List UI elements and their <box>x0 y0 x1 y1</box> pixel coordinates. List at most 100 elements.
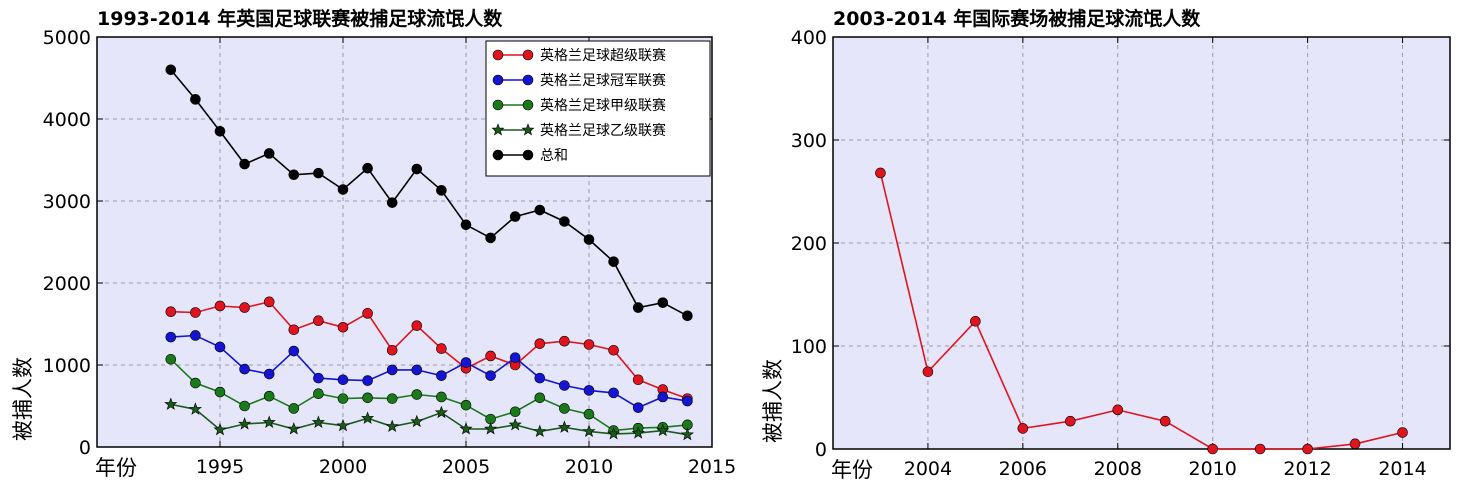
data-point <box>436 391 447 403</box>
series-line <box>170 334 688 409</box>
data-point <box>460 399 472 411</box>
y-tick-label: 100 <box>791 336 827 358</box>
y-tick-label: 5000 <box>43 27 91 49</box>
data-point <box>436 343 447 354</box>
data-point <box>263 390 275 402</box>
data-point <box>657 391 669 403</box>
data-point <box>411 163 423 175</box>
data-point <box>190 330 201 341</box>
data-point <box>460 357 472 368</box>
data-point <box>534 338 546 349</box>
legend-label: 英格兰足球冠军联赛 <box>540 72 666 89</box>
data-point <box>1159 415 1171 427</box>
data-point <box>608 256 619 267</box>
data-point <box>534 372 546 384</box>
data-point <box>337 321 349 333</box>
y-tick-label: 2000 <box>43 273 91 295</box>
legend-marker <box>492 99 504 111</box>
data-point <box>288 403 300 414</box>
legend-marker <box>522 49 534 61</box>
y-axis-label: 被捕人数 <box>761 359 785 443</box>
x-tick-label: 2006 <box>999 458 1047 480</box>
data-point <box>165 331 177 343</box>
data-point <box>336 418 350 432</box>
data-point <box>509 352 521 363</box>
data-point <box>459 422 473 435</box>
legend-marker <box>492 149 504 161</box>
data-point <box>386 344 398 356</box>
data-point <box>238 417 252 430</box>
data-point <box>263 296 275 308</box>
legend-label: 英格兰足球超级联赛 <box>540 47 666 64</box>
data-point <box>164 397 178 410</box>
data-point <box>1254 443 1266 455</box>
legend-marker <box>521 123 535 136</box>
data-point <box>484 422 498 435</box>
data-point <box>436 370 447 381</box>
data-point <box>682 395 693 407</box>
x-tick-label: 1995 <box>196 456 244 478</box>
x-tick-label: 2008 <box>1094 458 1142 480</box>
data-point <box>583 408 595 420</box>
data-point <box>434 405 448 419</box>
data-point <box>559 380 570 391</box>
data-point <box>239 363 250 375</box>
x-tick-label: 2004 <box>904 458 952 480</box>
x-tick-label: 2010 <box>565 456 613 478</box>
data-point <box>239 400 250 412</box>
data-point <box>362 375 373 386</box>
data-point <box>509 211 521 222</box>
data-point <box>165 64 177 76</box>
series-2 <box>165 330 693 413</box>
plot-frame <box>96 36 713 448</box>
data-point <box>533 424 547 437</box>
data-point <box>1397 427 1408 438</box>
legend-label: 英格兰足球甲级联赛 <box>540 97 666 114</box>
data-point <box>190 377 201 389</box>
series-5 <box>165 64 693 322</box>
data-point <box>1207 443 1218 455</box>
data-point <box>508 418 522 431</box>
data-point <box>656 423 670 437</box>
y-tick-label: 4000 <box>43 109 91 131</box>
x-tick-label: 2010 <box>1189 458 1237 480</box>
legend-marker <box>492 74 504 86</box>
series-3 <box>165 353 693 436</box>
data-point <box>239 158 250 170</box>
plot-area <box>833 37 1450 449</box>
data-point <box>214 300 226 312</box>
legend-marker <box>491 123 505 136</box>
data-point <box>1065 415 1076 427</box>
data-point <box>534 204 546 216</box>
data-point <box>190 307 201 318</box>
data-point <box>262 415 276 428</box>
data-point <box>313 372 324 384</box>
series-line <box>170 403 688 436</box>
data-point <box>657 297 669 308</box>
legend-label: 总和 <box>540 148 568 164</box>
data-point <box>608 387 619 399</box>
data-point <box>362 392 373 404</box>
data-point <box>337 374 349 386</box>
y-tick-label: 300 <box>791 130 827 152</box>
y-tick-label: 0 <box>79 437 91 459</box>
data-point <box>1349 438 1361 450</box>
data-point <box>1017 423 1029 434</box>
data-point <box>460 219 472 231</box>
chart-panel-1: 1995 2000 2005 2010 2015 0 1000 2000 3000 4000 500… <box>11 7 736 480</box>
data-point <box>410 414 424 428</box>
series-line <box>170 69 688 317</box>
data-point <box>485 370 496 381</box>
y-tick-label: 400 <box>791 27 827 49</box>
data-point <box>485 350 496 362</box>
data-point <box>632 402 644 413</box>
y-tick-label: 0 <box>815 439 827 461</box>
chart-title: 1993-2014 年英国足球联赛被捕足球流氓人数 <box>97 7 503 30</box>
data-point <box>608 344 619 356</box>
data-point <box>214 386 226 398</box>
data-point <box>362 162 373 174</box>
series-1 <box>875 167 1408 455</box>
x-tick-label: 2014 <box>1378 458 1426 480</box>
